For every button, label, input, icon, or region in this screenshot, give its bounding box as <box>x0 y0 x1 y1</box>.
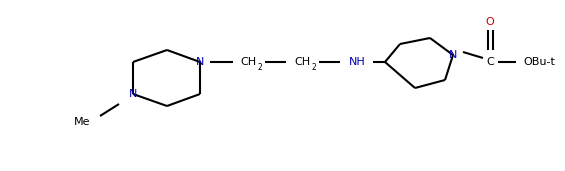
Text: CH: CH <box>294 57 310 67</box>
Text: O: O <box>486 17 494 27</box>
Text: N: N <box>129 89 137 99</box>
Text: OBu-t: OBu-t <box>523 57 555 67</box>
Text: N: N <box>449 50 457 60</box>
Text: NH: NH <box>349 57 366 67</box>
Text: CH: CH <box>240 57 256 67</box>
Text: N: N <box>196 57 204 67</box>
Text: 2: 2 <box>312 62 316 71</box>
Text: 2: 2 <box>258 62 262 71</box>
Text: Me: Me <box>74 117 90 127</box>
Text: C: C <box>486 57 494 67</box>
